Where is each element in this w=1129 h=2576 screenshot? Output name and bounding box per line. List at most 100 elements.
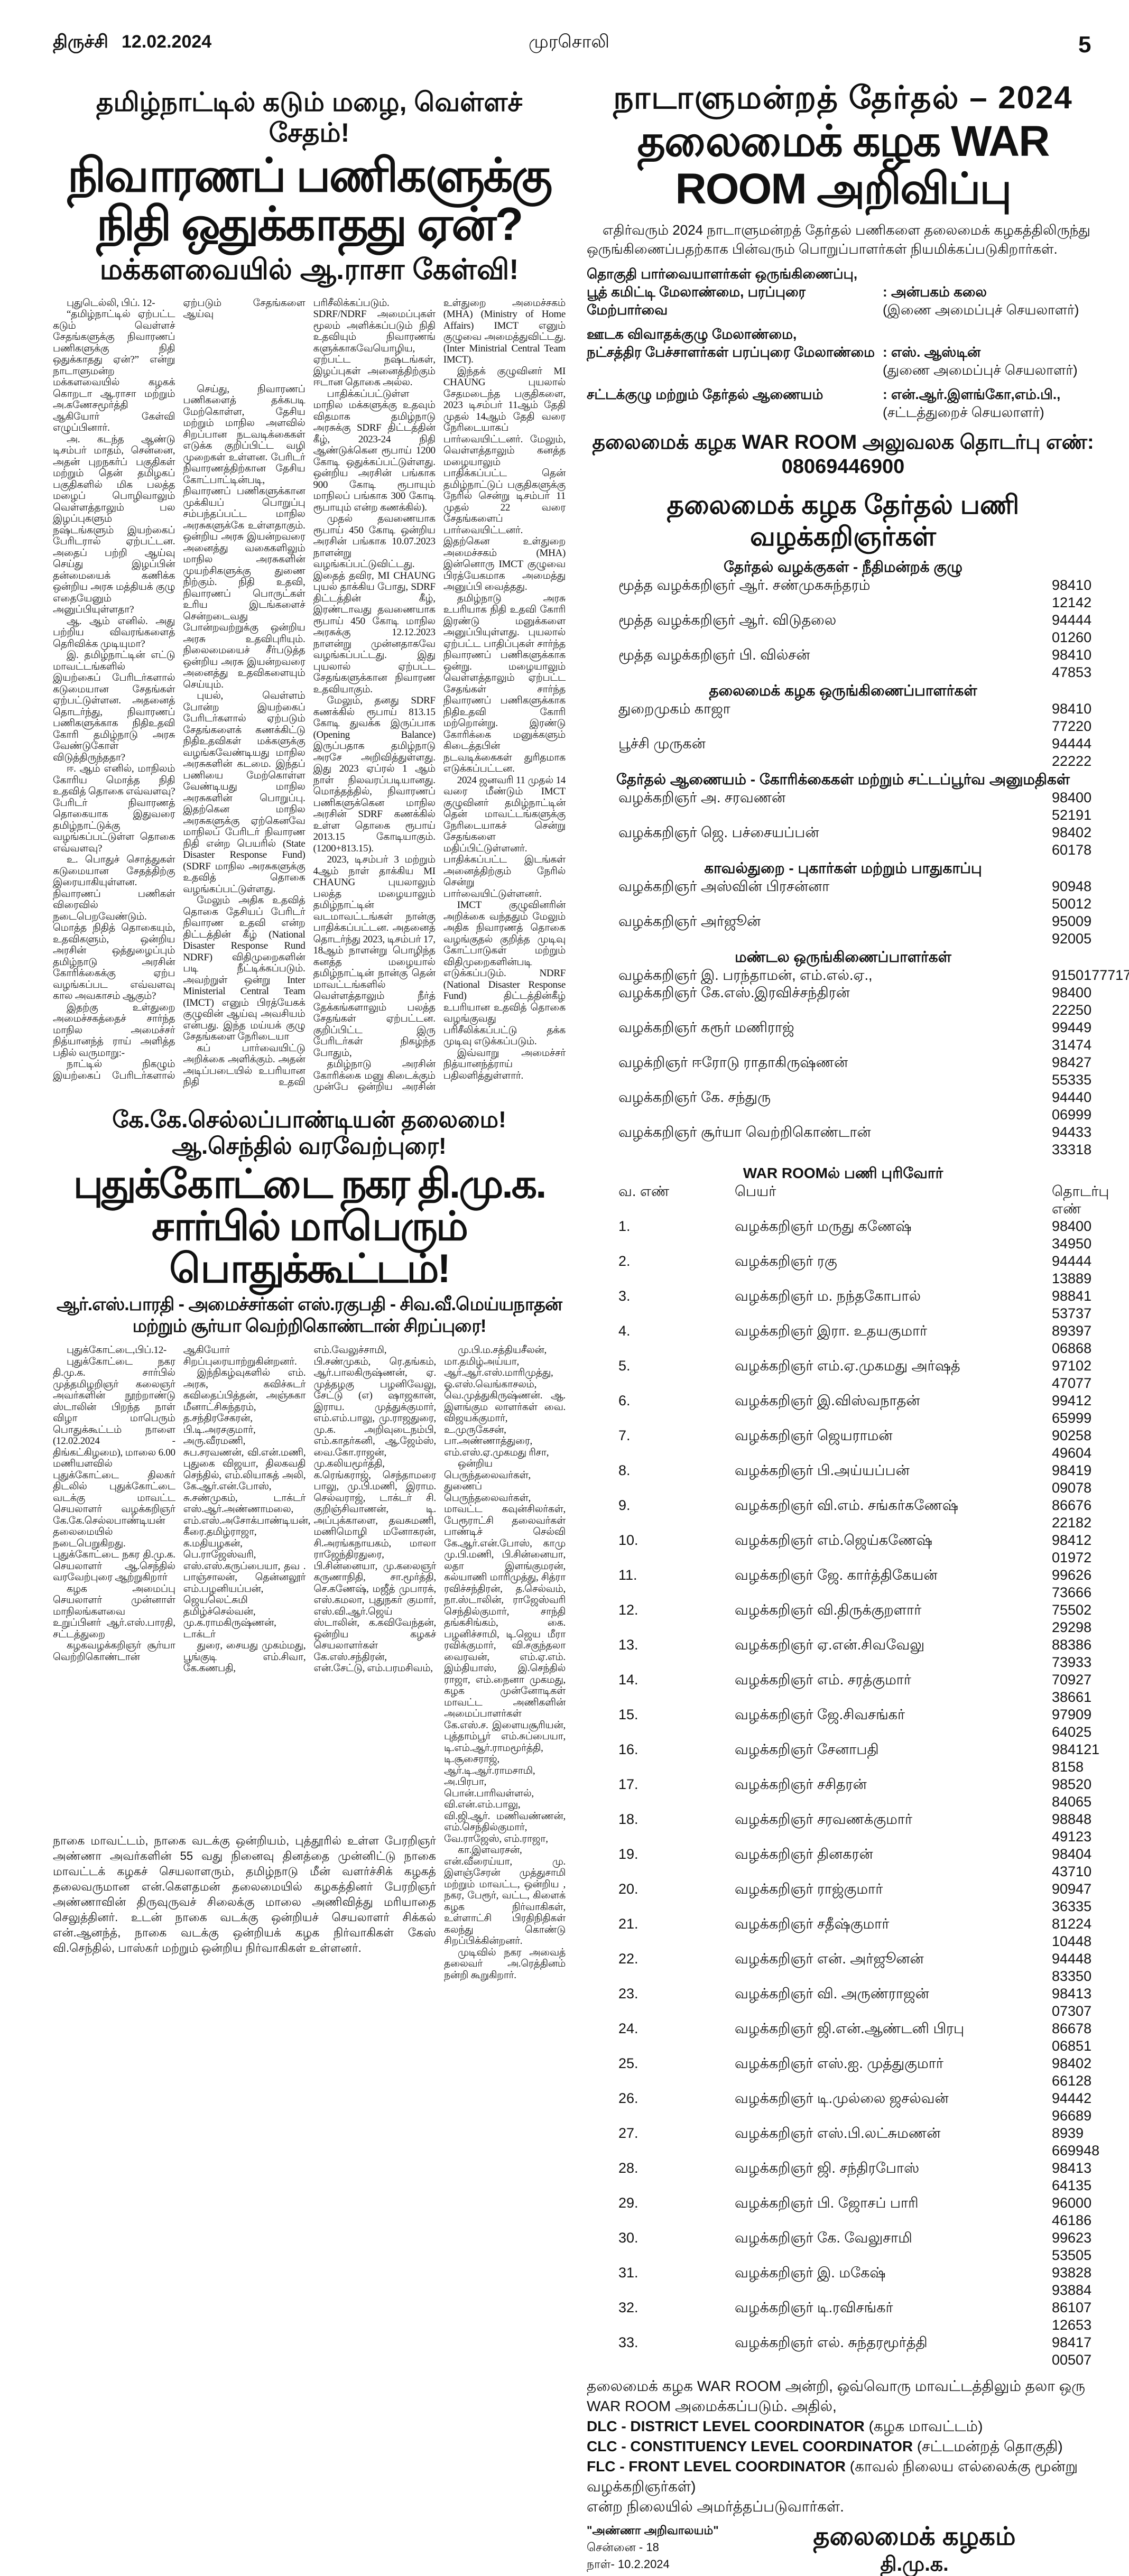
row-number: 2. [618,1253,631,1269]
table-row: 5. வழக்கறிஞர் எம்.ஏ.முகமது அர்ஷத் 97102 47… [587,1357,1099,1392]
lawyer-phone: 98410 12142 [1052,577,1092,610]
row-name: வழக்கறிஞர் இ.விஸ்வநாதன் [735,1392,920,1409]
row-name: வழக்கறிஞர் கே. வேலுசாமி [735,2229,912,2246]
row-number: 4. [618,1322,631,1339]
coordinator-level: DLC - DISTRICT LEVEL COORDINATOR (கழக மா… [587,2416,1099,2436]
assignment-person: : அன்பகம் கலை (இணை அமைப்புச் செயலாளர்) [883,265,1099,319]
row-phone: 98417 00507 [1052,2334,1092,2368]
table-row: 29. வழக்கறிஞர் பி. ஜோசப் பாரி 96000 46186 [587,2194,1099,2229]
paragraph: IMCT குழுவினரின் அறிக்கை வந்ததும் மேலும்… [443,900,566,1048]
anna-memorial-photo [53,1679,436,1828]
lawyer-name: பூச்சி முருகன் [618,735,706,752]
article2-subhead: ஆர்.எஸ்.பாரதி - அமைச்சர்கள் எஸ்.ரகுபதி -… [57,1294,562,1337]
lawyer-row: வழக்கறிஞர் கே.எஸ்.இரவிச்சந்திரன் 98400 22… [587,984,1099,1019]
row-name: வழக்கறிஞர் ஜெயராமன் [735,1427,893,1443]
row-name: வழக்கறிஞர் எல். சுந்தரமூர்த்தி [735,2334,928,2350]
lawyer-phone: 98400 22250 [1052,984,1092,1018]
row-phone: 98400 34950 [1052,1218,1092,1252]
row-name: வழக்கறிஞர் ரகு [735,1253,837,1269]
row-number: 31. [618,2264,638,2281]
lawyer-row: வழக்கறிஞர் அர்ஜூன் 95009 92005 [587,913,1099,948]
row-phone: 86107 12653 [1052,2299,1092,2333]
row-name: வழக்கறிஞர் சேனாபதி [735,1741,879,1757]
row-number: 27. [618,2125,638,2141]
table-row: 3. வழக்கறிஞர் ம. நந்தகோபால் 98841 53737 [587,1287,1099,1322]
lawyer-name: துறைமுகம் காஜா [618,700,730,717]
paragraph: ஈ. ஆம் எனில், மாநிலம் கோரிய மொத்த நிதி உ… [53,763,175,854]
newspaper-name: முரசொலி [529,32,609,52]
lawyer-row: வழக்கறிஞர் சூர்யா வெற்றிகொண்டான் 94433 33… [587,1124,1099,1159]
level-desc: (கழக மாவட்டம்) [868,2417,983,2434]
row-name: வழக்கறிஞர் ம. நந்தகோபால் [735,1287,921,1304]
table-row: 15. வழக்கறிஞர் ஜே.சிவசங்கர் 97909 64025 [587,1706,1099,1741]
table-row: 28. வழக்கறிஞர் ஜி. சந்திரபோஸ் 98413 64135 [587,2160,1099,2194]
table-row: 22. வழக்கறிஞர் என். அர்ஜூனன் 94448 83350 [587,1950,1099,1985]
paragraph: இ. தமிழ்நாட்டின் எட்டு மாவட்டங்களில் இயற… [53,650,175,763]
role-line: பூத் கமிட்டி மேலாண்மை, பரப்புரை மேற்பார்… [587,284,806,318]
article2-kicker: கே.கே.செல்லப்பாண்டியன் தலைமை! ஆ.செந்தில்… [112,1106,506,1160]
row-name: வழக்கறிஞர் வி. அருண்ராஜன் [735,1985,929,2002]
row-number: 9. [618,1497,631,1513]
paragraph: மேலும் அதிக உதவித் தொகை தேசியப் பேரிடர் … [183,895,306,1043]
article1-kicker: தமிழ்நாட்டில் கடும் மழை, வெள்ளச் சேதம்! [96,87,523,147]
row-name: வழக்கறிஞர் ஜே.சிவசங்கர் [735,1706,905,1722]
row-number: 10. [618,1532,638,1548]
row-number: 6. [618,1392,631,1409]
table-row: 13. வழக்கறிஞர் ஏ.என்.சிவவேலு 88386 73933 [587,1636,1099,1671]
lawyer-name: வழக்கறிஞர் ஜெ. பச்சையப்பன் [618,824,819,840]
paragraph: ஆ. ஆம் எனில். அது பற்றிய விவரங்களைத் தெர… [53,615,175,650]
row-name: வழக்கறிஞர் சரவணக்குமார் [735,1811,913,1827]
row-phone: 98413 64135 [1052,2160,1092,2193]
paragraph: நாட்டில் நிகழும் இயற்கைப் பேரிடர்களால் ஏ… [53,297,306,1081]
row-phone: 8939 669948 [1052,2125,1100,2158]
lawyer-row: வழக்கறிஞர் கே. சந்துரு 94440 06999 [587,1089,1099,1124]
notice-footer: தலைமைக் கழக WAR ROOM அன்றி, ஒவ்வொரு மாவட… [587,2376,1099,2517]
row-name: வழக்கறிஞர் எம். சரத்குமார் [735,1671,912,1688]
coordinator-levels: DLC - DISTRICT LEVEL COORDINATOR (கழக மா… [587,2416,1099,2497]
row-number: 17. [618,1776,638,1792]
row-number: 7. [618,1427,631,1443]
col-header-phone: தொடர்பு எண் [1052,1183,1109,1217]
row-number: 32. [618,2299,638,2315]
row-number: 1. [618,1218,631,1234]
col-header-no: வ. எண் [618,1183,670,1199]
assignment: ஊடக விவாதக்குழு மேலாண்மை, நட்சத்திர பேச்ச… [587,325,1099,379]
lawyer-phone: 98402 60178 [1052,824,1092,858]
row-phone: 81224 10448 [1052,1915,1092,1949]
table-row: 23. வழக்கறிஞர் வி. அருண்ராஜன் 98413 07307 [587,1985,1099,2020]
lawyer-phone: 90948 50012 [1052,878,1092,912]
row-number: 12. [618,1601,638,1618]
lawyer-name: வழக்கறிஞர் கே. சந்துரு [618,1089,771,1105]
table-row: 30. வழக்கறிஞர் கே. வேலுசாமி 99623 53505 [587,2229,1099,2264]
row-phone: 98520 84065 [1052,1776,1092,1810]
paragraph: “தமிழ்நாட்டில் ஏற்பட்ட கடும் வெள்ளச் சேத… [53,309,175,434]
assignment-person: : எஸ். ஆஸ்டின் (துணை அமைப்புச் செயலாளர்) [883,325,1099,379]
group-title: தலைமைக் கழக ஒருங்கிணைப்பாளர்கள் [709,682,977,699]
lawyer-phone: 95009 92005 [1052,913,1092,947]
lawyer-name: வழக்கறிஞர் அ. சரவணன் [618,789,786,805]
issuing-city: சென்னை - 18 [587,2540,659,2554]
article1-body: புதுடெல்லி, பிப். 12- “தமிழ்நாட்டில் ஏற்ப… [53,298,566,1093]
role-line: ஊடக விவாதக்குழு மேலாண்மை, [587,326,797,342]
row-phone: 86676 22182 [1052,1497,1092,1531]
role-line: சட்டக்குழு மற்றும் தேர்தல் ஆணையம் [587,386,823,403]
paragraph: கழக அமைப்பு செயலாளர் முன்னாள் மாநிலங்களவ… [53,1583,175,1640]
row-number: 24. [618,2020,638,2036]
paragraph: இந்நிகழ்வுகளில் எம். அரசு, கவிச்சுடர் கவ… [183,1367,311,1640]
assignment-role: ஊடக விவாதக்குழு மேலாண்மை, நட்சத்திர பேச்ச… [587,325,883,379]
row-number: 16. [618,1741,638,1757]
paragraph: மு.பி.ம.சத்தியசீலன், மா.தமிழ்அய்யா, ஆர்.… [444,1345,566,1458]
paragraph: மேலும், தனது SDRF கணக்கில் ரூபாய் 813.15… [313,695,436,854]
table-row: 17. வழக்கறிஞர் சசிதரன் 98520 84065 [587,1776,1099,1811]
war-room-staff-title: WAR ROOMல் பணி புரிவோர் [743,1164,943,1181]
assignment-role: சட்டக்குழு மற்றும் தேர்தல் ஆணையம் [587,385,883,421]
row-phone: 984121 8158 [1052,1741,1100,1775]
table-row: 7. வழக்கறிஞர் ஜெயராமன் 90258 49604 [587,1427,1099,1462]
table-row: 8. வழக்கறிஞர் பி.அய்யப்பன் 98419 09078 [587,1462,1099,1497]
paragraph: இதற்கு உள்துறை அமைச்சகத்தைச் சார்ந்த மாந… [53,1002,175,1059]
row-name: வழக்கறிஞர் என். அர்ஜூனன் [735,1950,924,1967]
row-number: 15. [618,1706,638,1722]
paragraph: இவ்வாறு அமைச்சர் நித்யானந்த்ராய் பதிலளித… [443,1047,566,1081]
row-phone: 99412 65999 [1052,1392,1092,1426]
table-row: 25. வழக்கறிஞர் எஸ்.ஐ. முத்துகுமார் 98402 6… [587,2055,1099,2090]
